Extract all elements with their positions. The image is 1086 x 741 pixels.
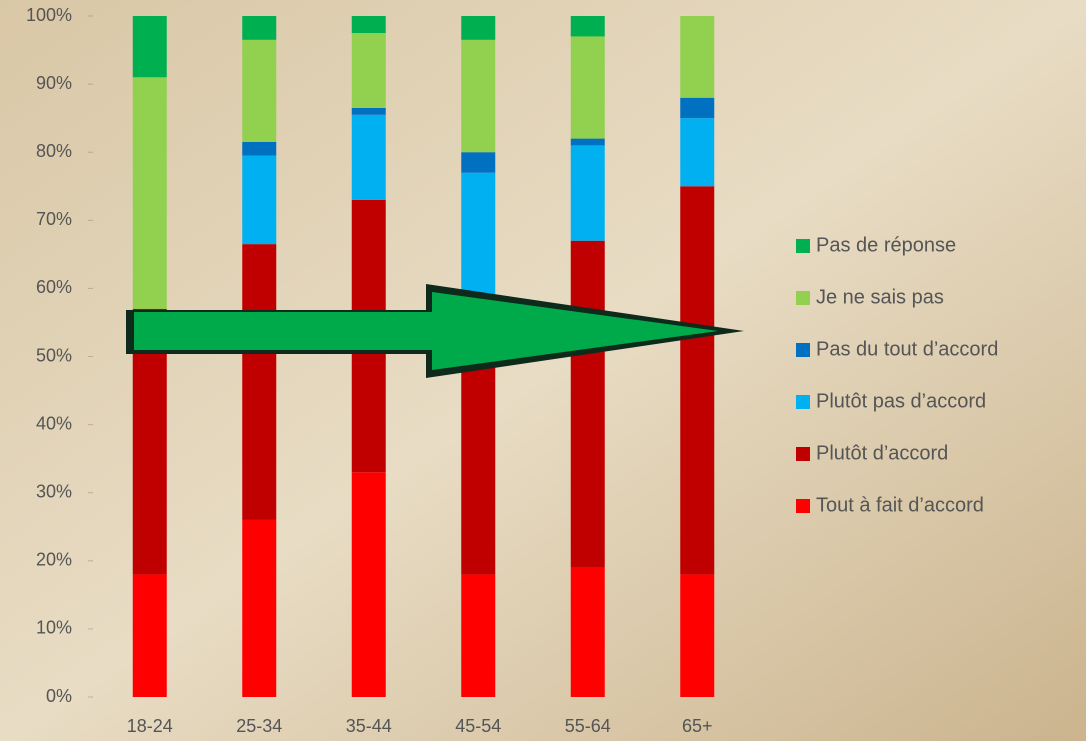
x-tick-label: 35-44 bbox=[346, 716, 392, 736]
y-tick-label: 50% bbox=[36, 345, 72, 365]
bar-segment bbox=[461, 172, 496, 296]
legend-label: Plutôt pas d’accord bbox=[816, 390, 986, 412]
bar-segment bbox=[570, 240, 605, 568]
legend-swatch bbox=[796, 395, 810, 409]
legend-label: Je ne sais pas bbox=[816, 286, 944, 308]
legend-label: Pas de réponse bbox=[816, 234, 956, 256]
bar-segment bbox=[132, 574, 167, 697]
bar-segment bbox=[242, 155, 277, 245]
legend-label: Pas du tout d’accord bbox=[816, 338, 998, 360]
bar-segment bbox=[680, 97, 715, 119]
bar-segment bbox=[680, 118, 715, 187]
bar-segment bbox=[680, 574, 715, 697]
bar-segment bbox=[570, 16, 605, 37]
legend-swatch bbox=[796, 291, 810, 305]
bar-segment bbox=[570, 567, 605, 697]
bar-segment bbox=[461, 574, 496, 697]
bar-segment bbox=[570, 36, 605, 139]
legend-label: Tout à fait d’accord bbox=[816, 494, 984, 516]
y-tick-label: 90% bbox=[36, 73, 72, 93]
y-tick-label: 60% bbox=[36, 277, 72, 297]
bar-segment bbox=[132, 16, 167, 78]
bar-segment bbox=[351, 472, 386, 697]
y-tick-label: 100% bbox=[26, 5, 72, 25]
bar-segment bbox=[242, 244, 277, 520]
bar-segment bbox=[242, 519, 277, 697]
x-tick-label: 18-24 bbox=[127, 716, 173, 736]
bar-segment bbox=[242, 39, 277, 142]
bar-segment bbox=[351, 33, 386, 108]
bar-segment bbox=[570, 138, 605, 146]
bar-segment bbox=[680, 186, 715, 575]
bar-segment bbox=[242, 141, 277, 156]
x-tick-label: 55-64 bbox=[565, 716, 611, 736]
y-tick-label: 10% bbox=[36, 618, 72, 638]
y-tick-label: 40% bbox=[36, 413, 72, 433]
bar-segment bbox=[351, 16, 386, 34]
y-tick-label: 20% bbox=[36, 550, 72, 570]
legend-swatch bbox=[796, 447, 810, 461]
y-tick-label: 70% bbox=[36, 209, 72, 229]
bar-segment bbox=[461, 16, 496, 40]
legend-swatch bbox=[796, 239, 810, 253]
legend-swatch bbox=[796, 499, 810, 513]
x-tick-label: 45-54 bbox=[455, 716, 501, 736]
bar-segment bbox=[351, 114, 386, 200]
bar-segment bbox=[132, 77, 167, 309]
legend-label: Plutôt d’accord bbox=[816, 442, 948, 464]
bar-segment bbox=[242, 16, 277, 40]
x-tick-label: 25-34 bbox=[236, 716, 282, 736]
x-tick-label: 65+ bbox=[682, 716, 713, 736]
bar-segment bbox=[461, 39, 496, 153]
y-tick-label: 80% bbox=[36, 141, 72, 161]
bar-segment bbox=[351, 107, 386, 115]
legend-swatch bbox=[796, 343, 810, 357]
bar-segment bbox=[680, 16, 715, 98]
bar-segment bbox=[570, 145, 605, 241]
y-tick-label: 30% bbox=[36, 481, 72, 501]
arrow bbox=[126, 284, 744, 378]
legend: Tout à fait d’accord Plutôt d’accord Plutô… bbox=[796, 234, 998, 516]
y-tick-label: 0% bbox=[46, 686, 72, 706]
bar-segment bbox=[461, 152, 496, 173]
